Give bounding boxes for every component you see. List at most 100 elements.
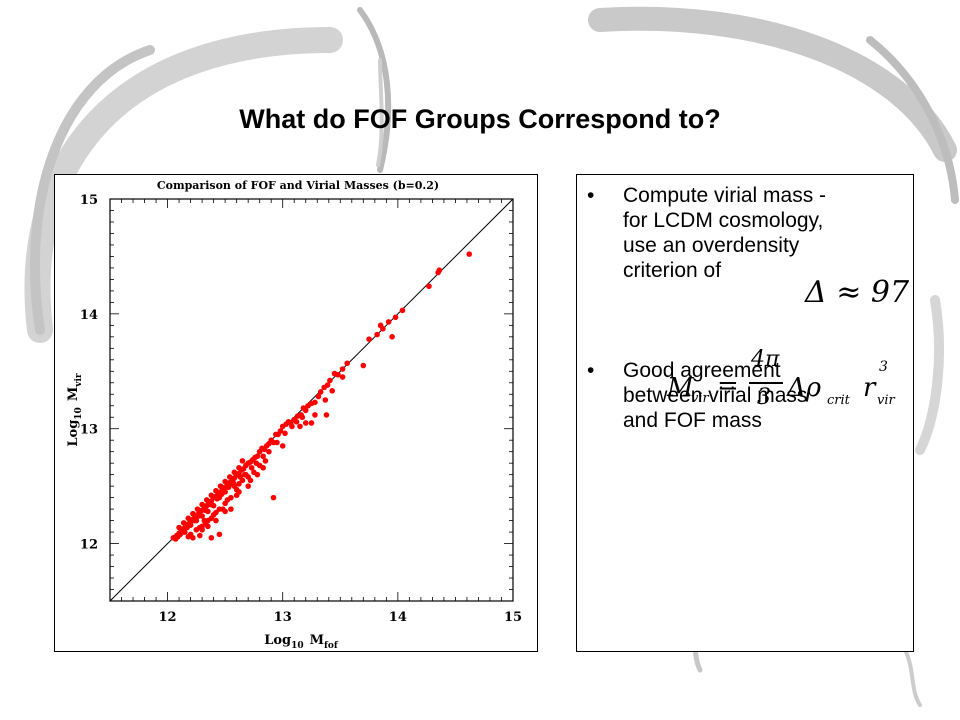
eq-frac-bar	[749, 382, 783, 384]
reference-line-y-equals-x	[109, 198, 514, 602]
data-point	[239, 458, 246, 464]
data-point	[185, 533, 192, 540]
data-point	[377, 322, 384, 329]
data-point	[194, 506, 201, 512]
plot-frame	[109, 198, 514, 602]
y-tick-label: 12	[80, 538, 98, 553]
data-point	[322, 397, 329, 403]
data-point	[236, 481, 242, 487]
data-point	[207, 501, 213, 508]
data-point	[217, 483, 224, 489]
data-point	[228, 506, 234, 512]
data-point	[170, 535, 177, 541]
data-point	[317, 389, 324, 395]
y-tick-label: 15	[80, 193, 98, 208]
data-point	[389, 334, 395, 340]
data-point	[260, 464, 266, 471]
eq-r: r	[863, 373, 876, 403]
data-point	[299, 414, 306, 421]
data-point	[297, 423, 303, 430]
data-point	[435, 269, 441, 276]
chart-panel: Comparison of FOF and Virial Masses (b=0…	[54, 174, 538, 652]
data-point	[273, 431, 279, 438]
data-point	[177, 531, 184, 538]
data-point	[203, 497, 210, 503]
data-point	[248, 464, 255, 471]
data-point	[230, 479, 237, 486]
y-tick-label: 13	[80, 423, 98, 438]
data-point	[176, 524, 182, 531]
data-point	[180, 520, 187, 526]
data-point	[190, 510, 196, 517]
data-point	[374, 331, 380, 338]
data-point	[260, 453, 266, 460]
data-point	[208, 535, 215, 541]
data-point	[293, 419, 300, 425]
data-point	[270, 494, 277, 501]
data-point	[218, 491, 225, 497]
data-point	[331, 370, 338, 377]
eq-lhs: M	[667, 373, 694, 403]
data-point	[213, 517, 219, 524]
virial-mass-equation: M vir = 4π 3 Δρ crit r 3 vir	[667, 347, 907, 425]
x-tick-label: 12	[159, 610, 177, 625]
data-point	[294, 413, 301, 419]
data-point	[253, 460, 260, 466]
eq-r-sub: vir	[877, 393, 895, 408]
data-point	[344, 360, 350, 367]
data-point	[195, 513, 202, 519]
data-point	[205, 523, 211, 530]
data-point	[282, 430, 288, 437]
data-point	[199, 501, 205, 508]
data-point	[213, 509, 219, 516]
data-point	[213, 487, 219, 494]
bullet-marker: •	[587, 184, 595, 207]
slide-title: What do FOF Groups Correspond to?	[239, 104, 721, 134]
data-point	[399, 307, 406, 314]
chart-title: Comparison of FOF and Virial Masses (b=0…	[157, 179, 439, 192]
data-point	[241, 471, 248, 478]
eq-frac-num: 4π	[751, 347, 780, 372]
data-point	[184, 524, 190, 531]
data-point	[308, 420, 315, 426]
data-point	[329, 388, 336, 394]
eq-frac-den: 3	[757, 385, 771, 410]
overdensity-equation: Δ ≈ 97	[805, 275, 910, 310]
bullet-marker: •	[587, 359, 595, 382]
data-point	[237, 474, 243, 480]
data-point	[315, 393, 322, 400]
data-point	[214, 495, 220, 502]
data-point	[385, 319, 392, 325]
eq-lhs-sub: vir	[691, 391, 709, 406]
data-point	[199, 526, 205, 533]
data-point	[231, 469, 238, 476]
data-point	[222, 478, 228, 485]
data-point	[339, 366, 346, 372]
data-point	[191, 517, 197, 524]
data-point	[289, 423, 295, 430]
data-point	[185, 515, 192, 522]
data-point	[327, 377, 333, 384]
data-point	[190, 535, 196, 541]
x-axis-label: Log10 Mfof	[264, 633, 339, 651]
data-point	[312, 412, 318, 418]
scatter-chart: Comparison of FOF and Virial Masses (b=0…	[66, 179, 522, 651]
bullet-text: Good agreement between virial mass and F…	[623, 359, 808, 432]
x-tick-label: 13	[274, 610, 292, 625]
data-point	[236, 464, 242, 471]
data-point	[208, 515, 215, 522]
data-point	[300, 405, 307, 411]
data-point	[201, 517, 208, 524]
data-point	[256, 448, 263, 455]
data-point	[202, 507, 209, 514]
eq-rhs: Δρ	[787, 373, 822, 403]
data-point	[254, 471, 261, 478]
data-point	[279, 443, 286, 449]
data-point	[208, 492, 215, 499]
data-point	[266, 448, 272, 455]
data-point	[216, 531, 223, 538]
data-point	[339, 374, 346, 380]
data-point	[245, 483, 251, 489]
x-tick-label: 14	[389, 610, 407, 625]
data-point	[360, 362, 367, 369]
